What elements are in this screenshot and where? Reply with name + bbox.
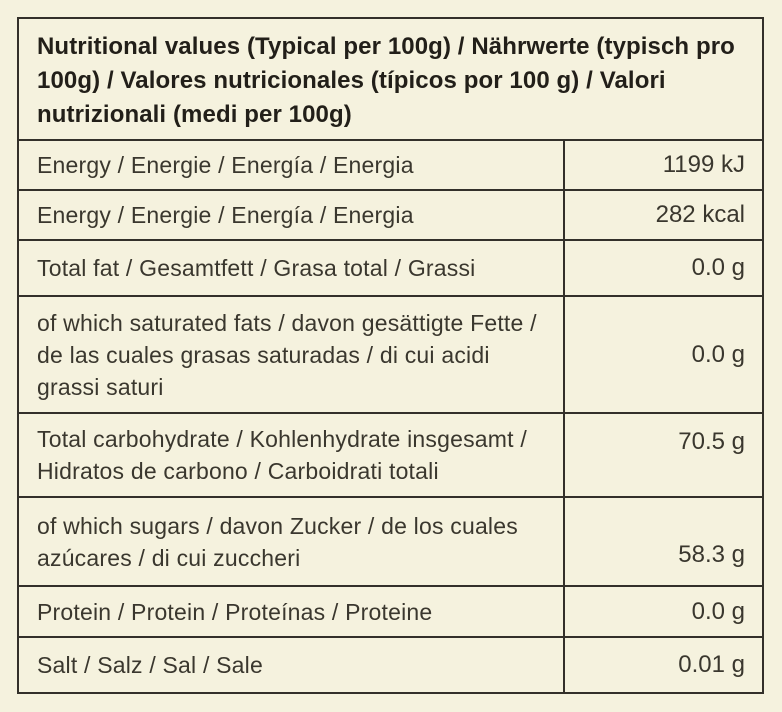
row-saturated-fats: of which saturated fats / davon gesättig… [19,295,762,412]
nutrient-label: Energy / Energie / Energía / Energia [37,152,414,178]
nutrient-label: Total carbohydrate / Kohlenhydrate insge… [37,426,527,484]
nutrient-label: Salt / Salz / Sal / Sale [37,652,263,678]
nutrient-label: of which saturated fats / davon gesättig… [37,309,537,400]
nutrient-value: 58.3 g [563,498,762,585]
nutrient-label: Energy / Energie / Energía / Energia [37,202,414,228]
nutrient-value: 0.0 g [563,297,762,412]
nutrient-value: 0.01 g [563,638,762,692]
nutrient-value: 1199 kJ [563,141,762,189]
row-carbohydrate: Total carbohydrate / Kohlenhydrate insge… [19,412,762,496]
nutrition-facts-table: Nutritional values (Typical per 100g) / … [17,17,764,694]
nutrient-label: Total fat / Gesamtfett / Grasa total / G… [37,255,476,281]
row-energy-kj: Energy / Energie / Energía / Energia 119… [19,139,762,189]
nutrient-value: 70.5 g [563,414,762,496]
nutrient-value: 0.0 g [563,241,762,295]
table-header-title: Nutritional values (Typical per 100g) / … [37,33,735,128]
row-protein: Protein / Protein / Proteínas / Proteine… [19,585,762,636]
row-energy-kcal: Energy / Energie / Energía / Energia 282… [19,189,762,239]
nutrient-value: 0.0 g [563,587,762,636]
nutrient-label: Protein / Protein / Proteínas / Proteine [37,598,433,625]
row-total-fat: Total fat / Gesamtfett / Grasa total / G… [19,239,762,295]
row-sugars: of which sugars / davon Zucker / de los … [19,496,762,585]
row-salt: Salt / Salz / Sal / Sale 0.01 g [19,636,762,692]
nutrient-value: 282 kcal [563,191,762,239]
nutrient-label: of which sugars / davon Zucker / de los … [37,512,518,571]
